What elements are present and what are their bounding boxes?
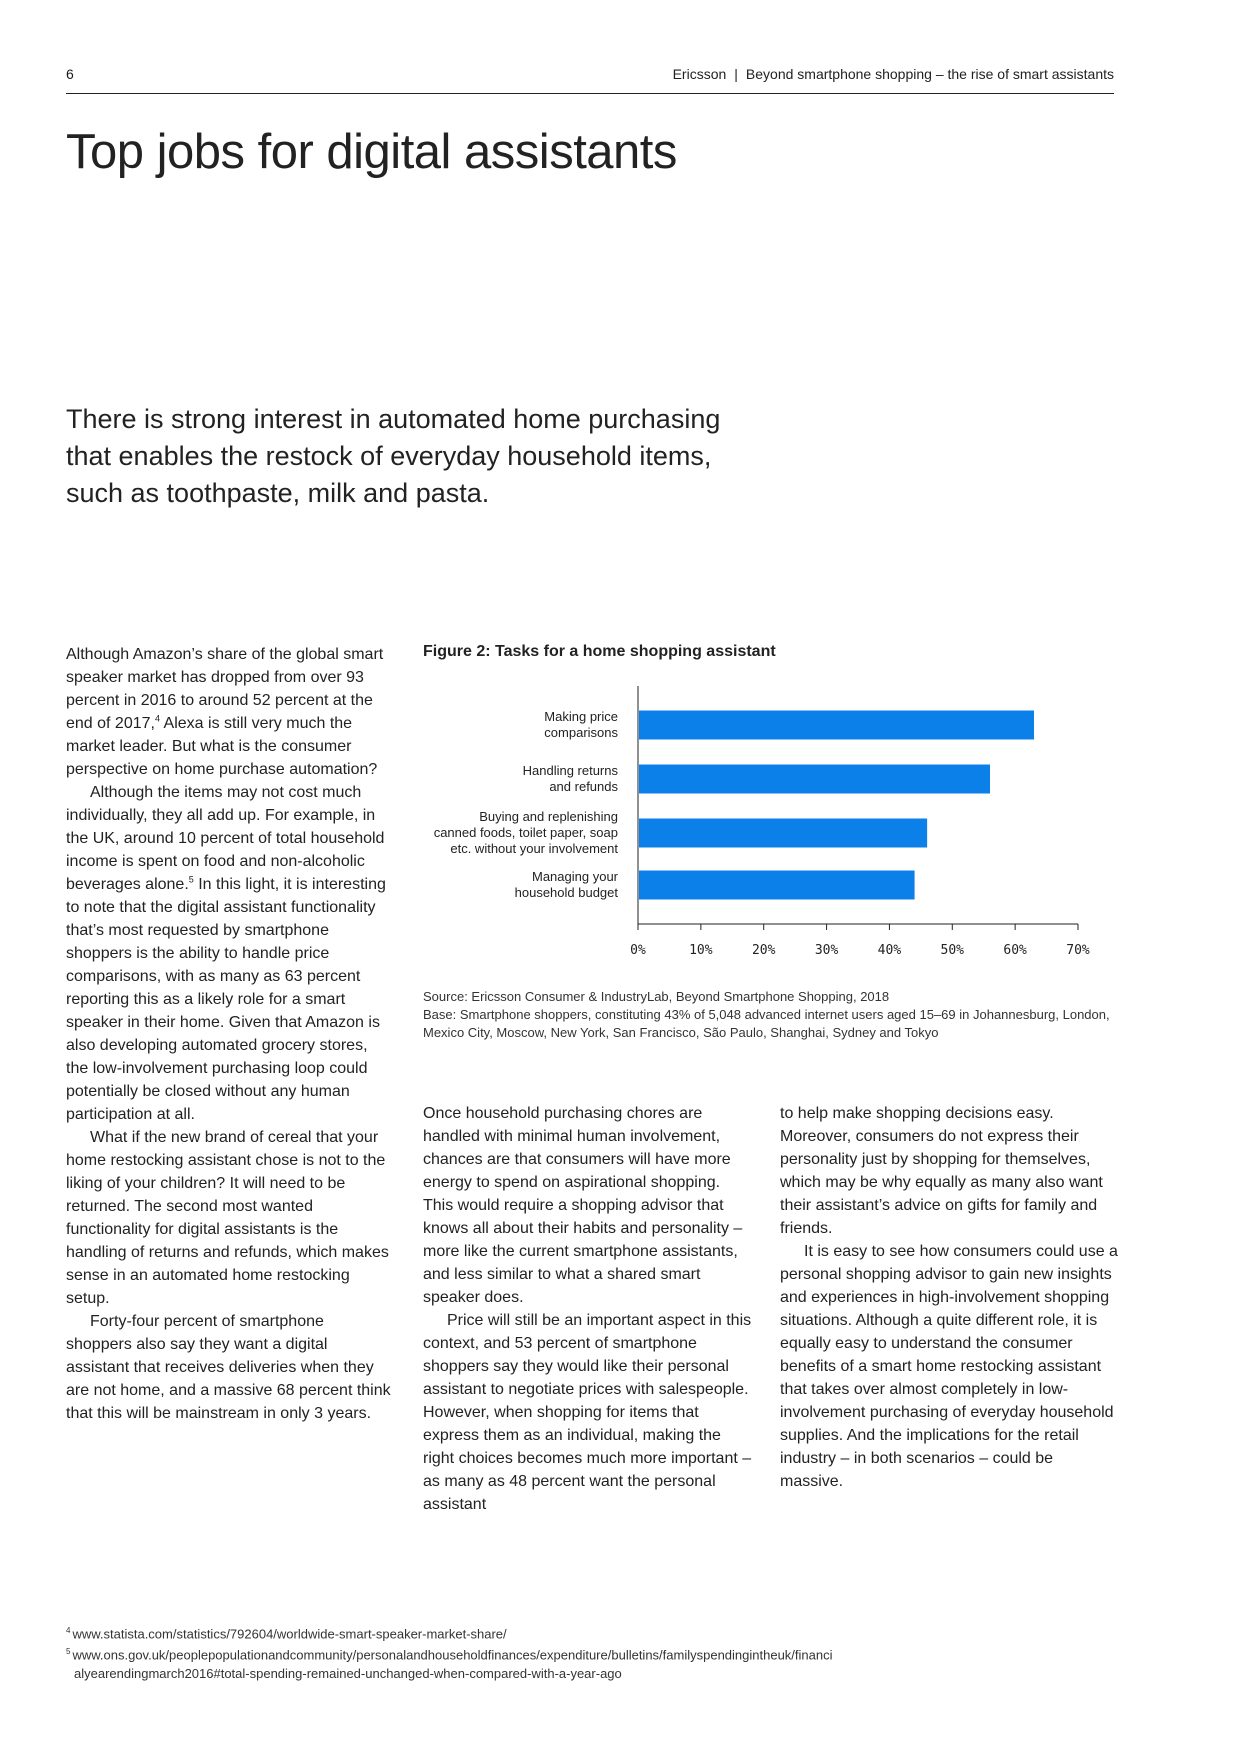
bar (639, 764, 990, 794)
x-tick-label: 50% (941, 943, 965, 958)
footnote-ref: 5 (188, 874, 194, 885)
base-line: Base: Smartphone shoppers, constituting … (423, 1007, 1110, 1040)
paragraph: Although the items may not cost much ind… (66, 784, 386, 1123)
publisher-name: Ericsson (672, 66, 727, 82)
footnote-link[interactable]: www.statista.com/statistics/792604/world… (72, 1626, 507, 1642)
category-label: Buying and replenishing canned foods, toi… (434, 809, 619, 856)
footnote-ref: 4 (154, 713, 160, 724)
x-tick-label: 60% (1003, 943, 1027, 958)
header-rule (66, 93, 1114, 94)
category-label: Making price comparisons (544, 709, 618, 740)
page-number: 6 (66, 66, 74, 82)
bar (639, 710, 1034, 740)
bar-chart: 0% 10% 20% 30% 40% 50% 60% 70% Making price compa… (434, 686, 1090, 958)
report-title: Beyond smartphone shopping – the rise of… (745, 66, 1114, 82)
footnote-continuation[interactable]: alyearendingmarch2016#total-spending-rem… (74, 1665, 622, 1681)
x-tick-label: 70% (1066, 943, 1090, 958)
figure-source: Source: Ericsson Consumer & IndustryLab,… (423, 988, 1143, 1042)
x-tick-label: 0% (630, 943, 646, 958)
bar (639, 870, 915, 900)
paragraph: Although Amazon’s share of the global sm… (66, 646, 384, 778)
x-tick-label: 30% (815, 943, 839, 958)
paragraph: Forty-four percent of smartphone shopper… (66, 1313, 391, 1422)
paragraph: Price will still be an important aspect … (423, 1312, 752, 1513)
running-header: Ericsson | Beyond smartphone shopping – th… (673, 66, 1114, 82)
body-column-2: Once household purchasing chores are han… (423, 1102, 753, 1516)
page-title: Top jobs for digital assistants (66, 125, 677, 179)
figure-title: Figure 2: Tasks for a home shopping assi… (423, 643, 776, 660)
footnotes: 4 www.statista.com/statistics/792604/worl… (66, 1622, 1166, 1683)
category-label: Managing your household budget (515, 869, 619, 900)
category-label: Handling returns and refunds (523, 763, 619, 794)
x-tick-label: 40% (878, 943, 902, 958)
body-column-3: to help make shopping decisions easy. Mo… (780, 1102, 1120, 1493)
paragraph: Once household purchasing chores are han… (423, 1105, 743, 1306)
footnote: 5 www.ons.gov.uk/peoplepopulationandcommu… (66, 1647, 833, 1663)
paragraph: What if the new brand of cereal that you… (66, 1129, 389, 1307)
bar (639, 818, 928, 848)
body-column-1: Although Amazon’s share of the global sm… (66, 643, 391, 1425)
header-separator: | (734, 66, 738, 82)
x-tick-label: 10% (689, 943, 713, 958)
paragraph: to help make shopping decisions easy. Mo… (780, 1105, 1103, 1237)
source-line: Source: Ericsson Consumer & IndustryLab,… (423, 989, 890, 1004)
footnote: 4 www.statista.com/statistics/792604/worl… (66, 1626, 507, 1642)
paragraph: It is easy to see how consumers could us… (780, 1243, 1118, 1490)
footnote-link[interactable]: www.ons.gov.uk/peoplepopulationandcommun… (72, 1647, 833, 1663)
x-tick-label: 20% (752, 943, 776, 958)
lead-paragraph: There is strong interest in automated ho… (66, 404, 721, 508)
